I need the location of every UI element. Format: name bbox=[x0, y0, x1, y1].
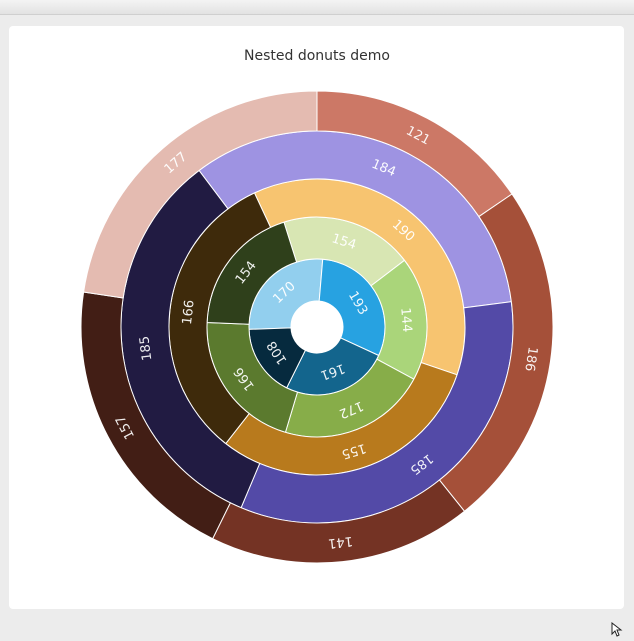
ring-4-slice-3-label: 185 bbox=[137, 335, 155, 361]
ring-3-slice-3-label: 166 bbox=[180, 299, 198, 325]
resize-cursor-icon bbox=[611, 622, 623, 637]
window-top-bar bbox=[0, 0, 634, 15]
ring-3-slice-2-label: 155 bbox=[340, 440, 368, 461]
ring-5-slice-5 bbox=[83, 90, 318, 299]
ring-2-slice-2-label: 144 bbox=[397, 307, 414, 333]
ring-2-slice-1-label: 154 bbox=[330, 231, 358, 253]
chart-title: Nested donuts demo bbox=[244, 48, 390, 64]
ring-5-slice-2-label: 186 bbox=[521, 346, 540, 373]
ring-5-slice-3-label: 141 bbox=[327, 533, 353, 551]
